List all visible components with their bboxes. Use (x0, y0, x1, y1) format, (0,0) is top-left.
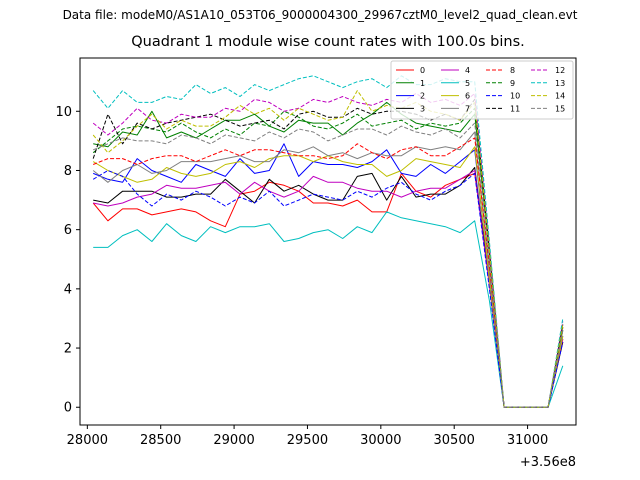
series-line-15 (93, 122, 564, 408)
axes-frame (79, 57, 577, 426)
legend-label-2: 2 (420, 92, 425, 101)
x-tick-label: 28500 (140, 433, 181, 448)
series-line-8 (93, 137, 564, 408)
legend-label-3: 3 (420, 104, 425, 113)
legend-label-5: 5 (465, 79, 470, 88)
series-line-1 (93, 101, 564, 408)
plot-lines (92, 75, 564, 408)
y-tick-label: 10 (55, 105, 72, 120)
series-line-11 (92, 98, 564, 408)
legend-label-4: 4 (465, 66, 470, 75)
series-line-14 (92, 90, 564, 408)
series-line-13 (92, 75, 564, 408)
x-tick-label: 31000 (507, 433, 548, 448)
x-tick-label: 30000 (360, 433, 401, 448)
legend-label-9: 9 (510, 79, 515, 88)
x-tick-label: 29000 (213, 433, 254, 448)
legend-label-11: 11 (510, 104, 520, 113)
x-axis: 28000 28500 29000 29500 30000 30500 31000 (67, 425, 548, 448)
series-line-12 (92, 93, 564, 408)
legend-label-8: 8 (510, 66, 515, 75)
y-tick-label: 6 (64, 223, 72, 238)
legend-box (390, 60, 574, 120)
y-tick-label: 4 (64, 282, 72, 297)
legend-label-15: 15 (555, 104, 565, 113)
chart-title: Quadrant 1 module wise count rates with … (131, 34, 525, 50)
series-line-4 (93, 170, 564, 408)
x-axis-offset-label: +3.56e8 (520, 455, 576, 470)
y-tick-label: 8 (64, 164, 72, 179)
y-tick-label: 0 (64, 401, 72, 416)
x-tick-label: 28000 (67, 433, 108, 448)
y-axis: 0 2 4 6 8 10 (55, 105, 80, 416)
legend-label-6: 6 (465, 92, 470, 101)
legend-label-7: 7 (465, 104, 470, 113)
series-line-7 (92, 131, 564, 408)
x-tick-label: 29500 (287, 433, 328, 448)
y-tick-label: 2 (64, 342, 72, 357)
series-line-10 (92, 170, 564, 408)
legend-label-1: 1 (420, 79, 425, 88)
series-line-9 (92, 107, 564, 408)
legend-label-10: 10 (510, 92, 520, 101)
legend-label-0: 0 (420, 66, 425, 75)
legend-label-12: 12 (555, 66, 565, 75)
x-tick-label: 30500 (434, 433, 475, 448)
legend-label-14: 14 (555, 92, 565, 101)
legend-label-13: 13 (555, 79, 565, 88)
figure-suptitle: Data file: modeM0/AS1A10_053T06_90000043… (62, 8, 578, 22)
series-line-5 (93, 211, 564, 408)
